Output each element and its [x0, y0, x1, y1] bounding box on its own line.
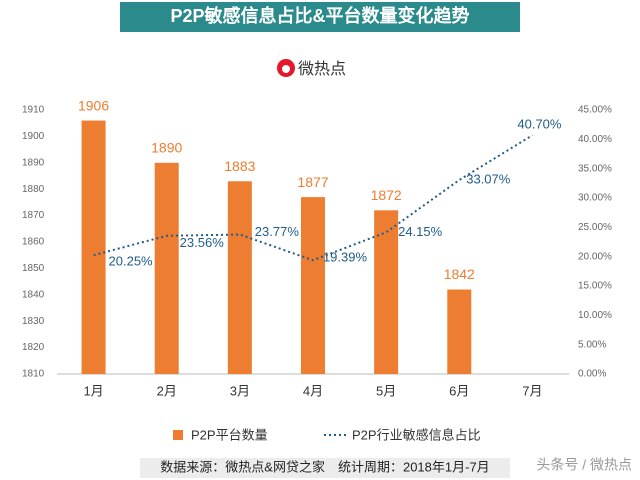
logo-text: 微热点 [298, 60, 346, 78]
line [93, 134, 533, 262]
footer-band [140, 458, 510, 478]
bar-label: 1872 [371, 187, 402, 203]
y2-tick-label: 30.00% [578, 193, 612, 204]
line-label: 40.70% [517, 117, 562, 132]
line-label: 23.77% [255, 224, 300, 239]
y2-tick-label: 35.00% [578, 163, 612, 174]
x-tick-label: 6月 [449, 383, 469, 398]
legend-label: P2P行业敏感信息占比 [352, 427, 481, 442]
y2-tick-label: 40.00% [578, 134, 612, 145]
title-bar [120, 2, 520, 32]
y-tick-label: 1860 [22, 237, 45, 248]
line-label: 23.56% [180, 235, 225, 250]
bar-label: 1877 [297, 174, 328, 190]
y-tick-label: 1850 [22, 263, 45, 274]
y2-tick-label: 25.00% [578, 222, 612, 233]
bar [227, 181, 252, 374]
line-label: 33.07% [466, 171, 511, 186]
y-tick-label: 1880 [22, 184, 45, 195]
x-tick-label: 1月 [83, 383, 103, 398]
bar [374, 210, 399, 374]
footer-source: 数据来源：微热点&网贷之家 统计周期：2018年1月-7月 [160, 459, 489, 474]
bar-label: 1906 [78, 97, 109, 113]
y2-tick-label: 15.00% [578, 281, 612, 292]
legend-swatch [173, 430, 183, 440]
y-tick-label: 1810 [22, 369, 45, 380]
y2-tick-label: 45.00% [578, 105, 612, 116]
y-tick-label: 1890 [22, 157, 45, 168]
y-tick-label: 1900 [22, 131, 45, 142]
logo-icon-eye [282, 65, 290, 73]
x-tick-label: 3月 [230, 383, 250, 398]
bar [154, 162, 179, 374]
line-label: 19.39% [323, 250, 368, 265]
bar [81, 120, 106, 374]
y-tick-label: 1870 [22, 210, 45, 221]
y2-tick-label: 10.00% [578, 310, 612, 321]
y-tick-label: 1830 [22, 316, 45, 327]
bar-label: 1890 [151, 140, 182, 156]
y-tick-label: 1820 [22, 342, 45, 353]
y-tick-label: 1840 [22, 289, 45, 300]
legend-label: P2P平台数量 [191, 427, 268, 442]
bar [447, 289, 472, 374]
y2-tick-label: 5.00% [578, 339, 606, 350]
x-tick-label: 2月 [157, 383, 177, 398]
y2-tick-label: 20.00% [578, 251, 612, 262]
watermark: 头条号 / 微热点 [536, 457, 632, 473]
bar-label: 1842 [444, 266, 475, 282]
x-tick-label: 4月 [303, 383, 323, 398]
y2-tick-label: 0.00% [578, 369, 606, 380]
bar-label: 1883 [224, 158, 255, 174]
line-label: 24.15% [398, 224, 443, 239]
chart-title: P2P敏感信息占比&平台数量变化趋势 [170, 5, 469, 26]
line-label: 20.25% [109, 254, 154, 269]
bar [301, 197, 325, 374]
y-tick-label: 1910 [22, 105, 45, 116]
x-tick-label: 5月 [376, 383, 396, 398]
x-tick-label: 7月 [522, 383, 542, 398]
